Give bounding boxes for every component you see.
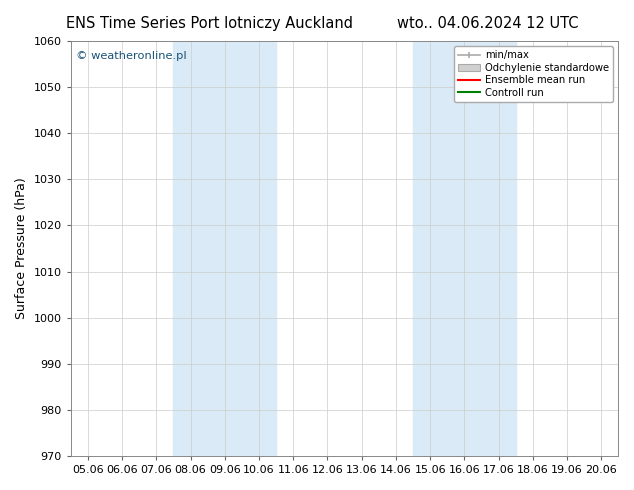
Y-axis label: Surface Pressure (hPa): Surface Pressure (hPa) [15, 178, 28, 319]
Text: wto.. 04.06.2024 12 UTC: wto.. 04.06.2024 12 UTC [398, 16, 579, 31]
Text: © weatheronline.pl: © weatheronline.pl [76, 51, 187, 61]
Text: ENS Time Series Port lotniczy Auckland: ENS Time Series Port lotniczy Auckland [66, 16, 353, 31]
Bar [174, 41, 276, 456]
Bar [413, 41, 516, 456]
Legend: min/max, Odchylenie standardowe, Ensemble mean run, Controll run: min/max, Odchylenie standardowe, Ensembl… [455, 46, 614, 101]
